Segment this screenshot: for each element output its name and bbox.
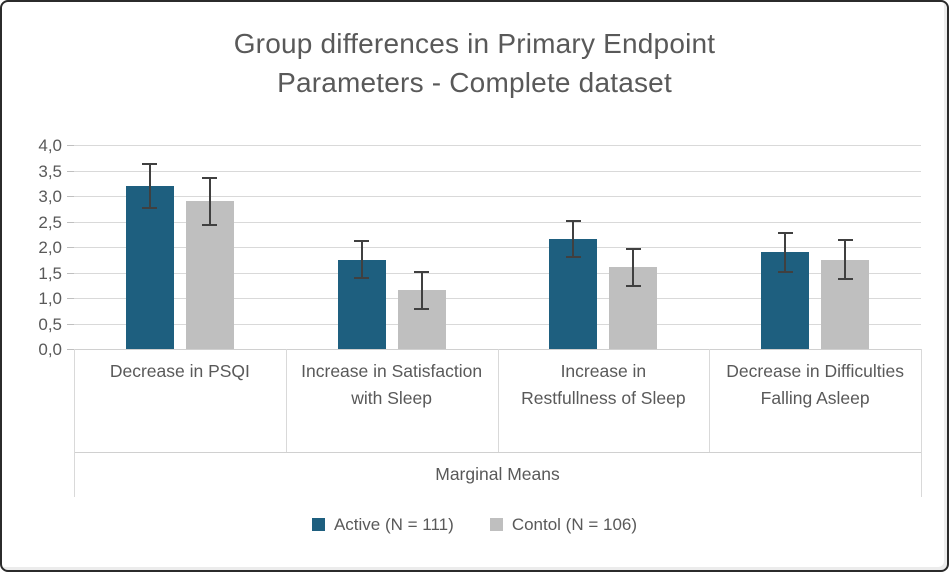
- y-axis-tick: [67, 145, 74, 146]
- error-bar-cap-bottom: [202, 223, 218, 226]
- y-axis-tick: [67, 221, 74, 223]
- gridline: [74, 272, 921, 274]
- error-bar: [148, 162, 151, 209]
- error-bar-cap-top: [142, 162, 158, 165]
- error-bar: [784, 231, 787, 273]
- error-bar-cap-bottom: [354, 277, 370, 280]
- error-bar: [208, 176, 211, 226]
- legend-swatch-icon: [489, 518, 503, 531]
- error-bar: [572, 220, 575, 259]
- category-divider: [709, 349, 711, 452]
- error-bar: [360, 240, 363, 280]
- error-bar-cap-bottom: [777, 270, 793, 273]
- gridline: [74, 196, 921, 197]
- category-label: Decrease in PSQI: [109, 361, 250, 381]
- error-bar-cap-top: [354, 240, 370, 243]
- y-axis-tick: [67, 170, 74, 172]
- legend-label: Active (N = 111): [333, 515, 454, 534]
- gridline: [74, 221, 921, 223]
- y-axis-tick-label: 2,0: [38, 238, 62, 257]
- axis-group-label: Marginal Means: [435, 464, 560, 484]
- error-bar-cap-top: [777, 231, 793, 234]
- gridline: [74, 323, 921, 325]
- error-bar-cap-top: [414, 270, 430, 273]
- error-bar: [632, 248, 635, 287]
- axis-box-right-border: [921, 349, 922, 497]
- y-axis-tick-label: 4,0: [38, 136, 62, 155]
- bar-active: [125, 185, 174, 349]
- y-axis-tick-label: 1,5: [38, 263, 62, 283]
- gridline: [74, 298, 921, 299]
- y-axis-tick: [67, 272, 74, 274]
- legend-swatch-icon: [311, 518, 325, 531]
- error-bar-cap-bottom: [625, 284, 641, 287]
- y-axis-tick-label: 1,0: [38, 289, 62, 308]
- category-label: Increase in Satisfaction with Sleep: [301, 361, 483, 408]
- y-axis-tick-label: 3,0: [38, 187, 62, 206]
- y-axis-tick: [67, 323, 74, 325]
- error-bar-cap-top: [837, 239, 853, 242]
- error-bar-cap-bottom: [837, 278, 853, 281]
- gridline: [74, 247, 921, 248]
- axis-group-label-row: Marginal Means: [74, 452, 921, 497]
- chart-title-line2: Parameters - Complete dataset: [277, 67, 672, 98]
- bar-control: [185, 201, 234, 349]
- y-axis-tick: [67, 196, 74, 197]
- y-axis-tick-label: 3,5: [38, 161, 62, 181]
- error-bar-cap-bottom: [142, 206, 158, 209]
- category-separator-line: [74, 452, 921, 453]
- y-axis-tick-label: 0,0: [38, 340, 62, 359]
- category-divider: [497, 349, 499, 452]
- gridline: [74, 170, 921, 172]
- chart-title-line1: Group differences in Primary Endpoint: [233, 28, 716, 59]
- y-axis-tick-label: 0,5: [38, 314, 62, 334]
- category-label: Decrease in Difficulties Falling Asleep: [726, 361, 904, 408]
- legend-entry-control: Contol (N = 106): [489, 515, 638, 534]
- error-bar-cap-bottom: [565, 256, 581, 259]
- y-axis-tick: [67, 247, 74, 248]
- y-axis-tick: [67, 349, 74, 350]
- category-divider: [285, 349, 287, 452]
- error-bar-cap-top: [625, 248, 641, 251]
- y-axis-tick: [67, 298, 74, 299]
- legend-label: Contol (N = 106): [511, 515, 638, 534]
- y-axis-tick-label: 2,5: [38, 212, 62, 232]
- error-bar-cap-top: [202, 176, 218, 179]
- error-bar-cap-top: [565, 220, 581, 223]
- legend-entry-active: Active (N = 111): [311, 515, 454, 534]
- error-bar-cap-bottom: [414, 307, 430, 310]
- legend: Active (N = 111) Contol (N = 106): [2, 516, 947, 533]
- error-bar: [420, 270, 423, 310]
- gridline: [74, 145, 921, 146]
- category-label: Increase in Restfullness of Sleep: [521, 361, 686, 408]
- error-bar: [844, 239, 847, 281]
- axis-box-left-border: [74, 349, 75, 497]
- chart-title: Group differences in Primary Endpoint Pa…: [2, 24, 947, 102]
